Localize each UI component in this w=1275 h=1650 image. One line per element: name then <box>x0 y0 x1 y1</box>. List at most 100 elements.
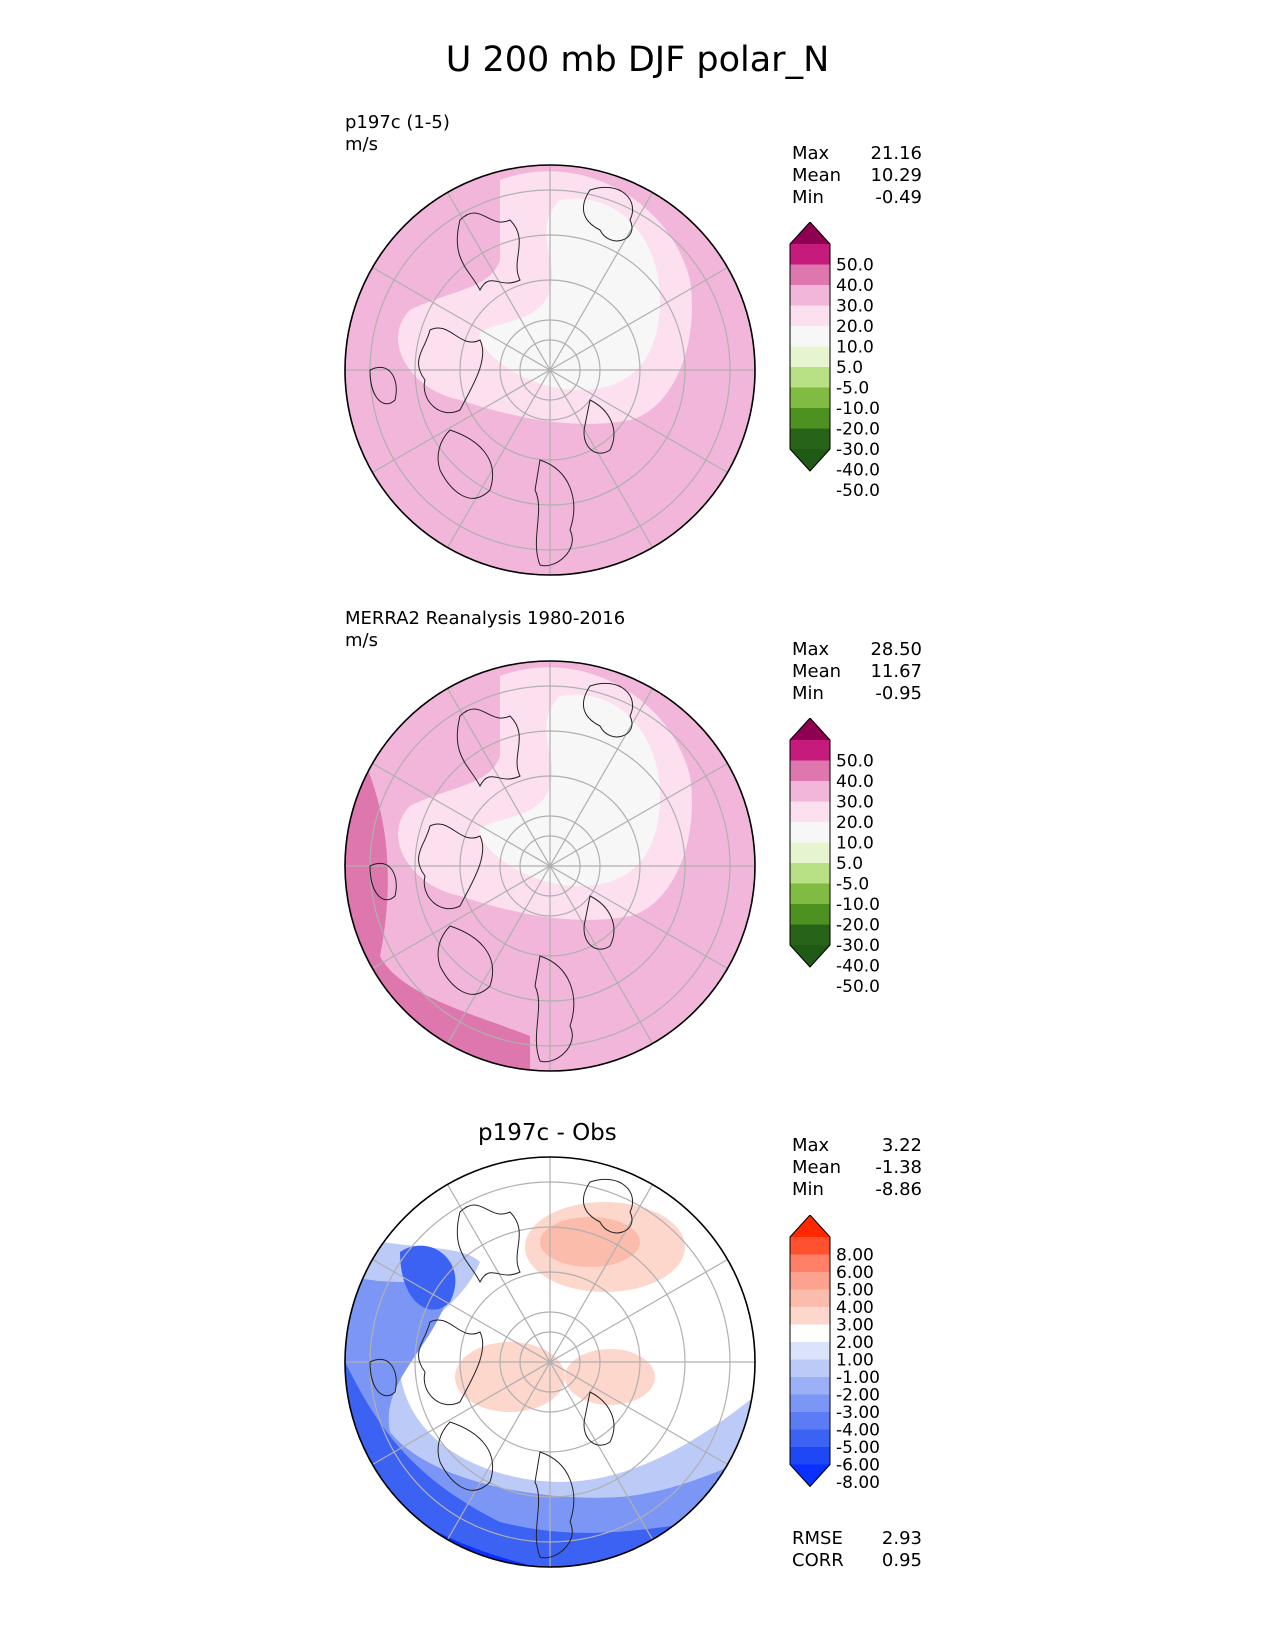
colorbar-tick-label: 5.0 <box>836 358 863 378</box>
colorbar-tick-label: 10.0 <box>836 338 874 358</box>
colorbar-tick-label: -10.0 <box>836 399 880 419</box>
colorbar-segment <box>790 822 830 843</box>
panel-2-label: MERRA2 Reanalysis 1980-2016 <box>345 608 626 629</box>
coastline <box>418 327 484 414</box>
colorbar-outline <box>789 718 831 968</box>
colorbar-outline <box>789 222 831 472</box>
colorbar-tick-label: 20.0 <box>836 317 874 337</box>
field-negative-west <box>400 1245 456 1310</box>
colorbar-tick-label: 50.0 <box>836 256 874 276</box>
field-positive-north-core <box>540 1217 640 1267</box>
panel-2-stat-name: Max <box>792 639 830 660</box>
colorbar-segment <box>790 883 830 905</box>
colorbar-extend-min <box>790 449 830 471</box>
panel-3-polar-map <box>344 1156 756 1568</box>
coastline <box>437 1421 494 1491</box>
colorbar-segment <box>790 1359 830 1378</box>
colorbar-segment <box>790 1447 830 1465</box>
colorbar-segment <box>790 1254 830 1273</box>
coastline <box>534 459 575 567</box>
coastline <box>583 1391 615 1446</box>
panel-2-stat-value: -0.95 <box>875 683 922 704</box>
colorbar-tick-label: 5.00 <box>836 1281 874 1301</box>
colorbar-tick-label: -3.00 <box>836 1403 880 1423</box>
coastline <box>534 955 575 1063</box>
colorbar-tick-label: -30.0 <box>836 936 880 956</box>
panel-3-metrics: RMSE 2.93 CORR 0.95 <box>792 1528 922 1572</box>
coastline <box>582 1178 634 1234</box>
meridian-line <box>446 688 654 1044</box>
colorbar-segment <box>790 1289 830 1308</box>
coastline <box>456 212 521 292</box>
coastline <box>369 1358 397 1397</box>
panel-2-stat-mean: Mean 11.67 <box>792 661 922 683</box>
panel-3-colorbar: 8.006.005.004.003.002.001.00-1.00-2.00-3… <box>789 1215 880 1493</box>
colorbar-outline <box>789 1215 831 1488</box>
colorbar-segment <box>790 1377 830 1395</box>
colorbar-segment <box>790 740 830 761</box>
colorbar-segment <box>790 781 830 802</box>
colorbar-tick-label: -1.00 <box>836 1368 880 1388</box>
coastline <box>582 682 634 738</box>
panel-1-stat-value: 21.16 <box>870 143 922 164</box>
field-core-region <box>479 694 660 886</box>
coastline <box>534 1451 575 1559</box>
coastline <box>456 1204 521 1284</box>
colorbar-tick-label: -5.0 <box>836 379 869 399</box>
colorbar-segment <box>790 285 830 306</box>
panel-3-stat-mean: Mean -1.38 <box>792 1157 922 1179</box>
panel-3-metric-name: CORR <box>792 1550 844 1571</box>
colorbar-tick-label: -40.0 <box>836 461 880 481</box>
panel-2-stat-name: Min <box>792 683 824 704</box>
coastline <box>418 1319 484 1406</box>
coastline <box>583 895 615 950</box>
panel-1-polar-map <box>344 164 756 576</box>
panel-2-stats: Max 28.50 Mean 11.67 Min -0.95 <box>792 639 922 705</box>
colorbar-segment <box>790 801 830 823</box>
colorbar-extend-max <box>790 1215 830 1237</box>
panel-1-stat-min: Min -0.49 <box>792 187 922 209</box>
panel-1-stat-name: Min <box>792 187 824 208</box>
map-boundary <box>344 1156 756 1568</box>
panel-2-stat-value: 28.50 <box>870 639 922 660</box>
colorbar-tick-label: 1.00 <box>836 1351 874 1371</box>
colorbar-tick-label: -50.0 <box>836 977 880 997</box>
field-jet-region <box>345 716 530 1071</box>
colorbar-segment <box>790 1324 830 1343</box>
colorbar-tick-label: 40.0 <box>836 276 874 296</box>
field-positive-east <box>565 1349 655 1405</box>
panel-2-polar-map <box>344 660 756 1072</box>
panel-3-metric-corr: CORR 0.95 <box>792 1550 922 1572</box>
colorbar-tick-label: 50.0 <box>836 752 874 772</box>
colorbar-tick-label: 6.00 <box>836 1263 874 1283</box>
colorbar-segment <box>790 1412 830 1430</box>
colorbar-tick-label: -5.0 <box>836 875 869 895</box>
colorbar-segment <box>790 326 830 347</box>
colorbar-tick-label: 20.0 <box>836 813 874 833</box>
colorbar-tick-label: 8.00 <box>836 1246 874 1266</box>
map-boundary <box>344 164 756 576</box>
colorbar-tick-label: 30.0 <box>836 793 874 813</box>
colorbar-extend-min <box>790 1464 830 1487</box>
colorbar-tick-label: -50.0 <box>836 481 880 501</box>
coastline <box>437 429 494 499</box>
panel-1-stat-value: 10.29 <box>870 165 922 186</box>
coastline <box>369 366 397 405</box>
colorbar-segment <box>790 1272 830 1290</box>
colorbar-segment <box>790 264 830 286</box>
colorbar-segment <box>790 863 830 884</box>
panel-1-units: m/s <box>345 134 378 155</box>
colorbar-segment <box>790 244 830 265</box>
colorbar-tick-label: 3.00 <box>836 1316 874 1336</box>
panel-2-units: m/s <box>345 630 378 651</box>
coastline <box>583 399 615 454</box>
colorbar-segment <box>790 760 830 782</box>
panel-2-stat-max: Max 28.50 <box>792 639 922 661</box>
colorbar-segment <box>790 428 830 450</box>
colorbar-segment <box>790 1429 830 1448</box>
field-core-region <box>479 198 660 390</box>
colorbar-segment <box>790 346 830 368</box>
map-boundary <box>344 660 756 1072</box>
colorbar-tick-label: -30.0 <box>836 440 880 460</box>
meridian-line <box>446 1184 654 1540</box>
